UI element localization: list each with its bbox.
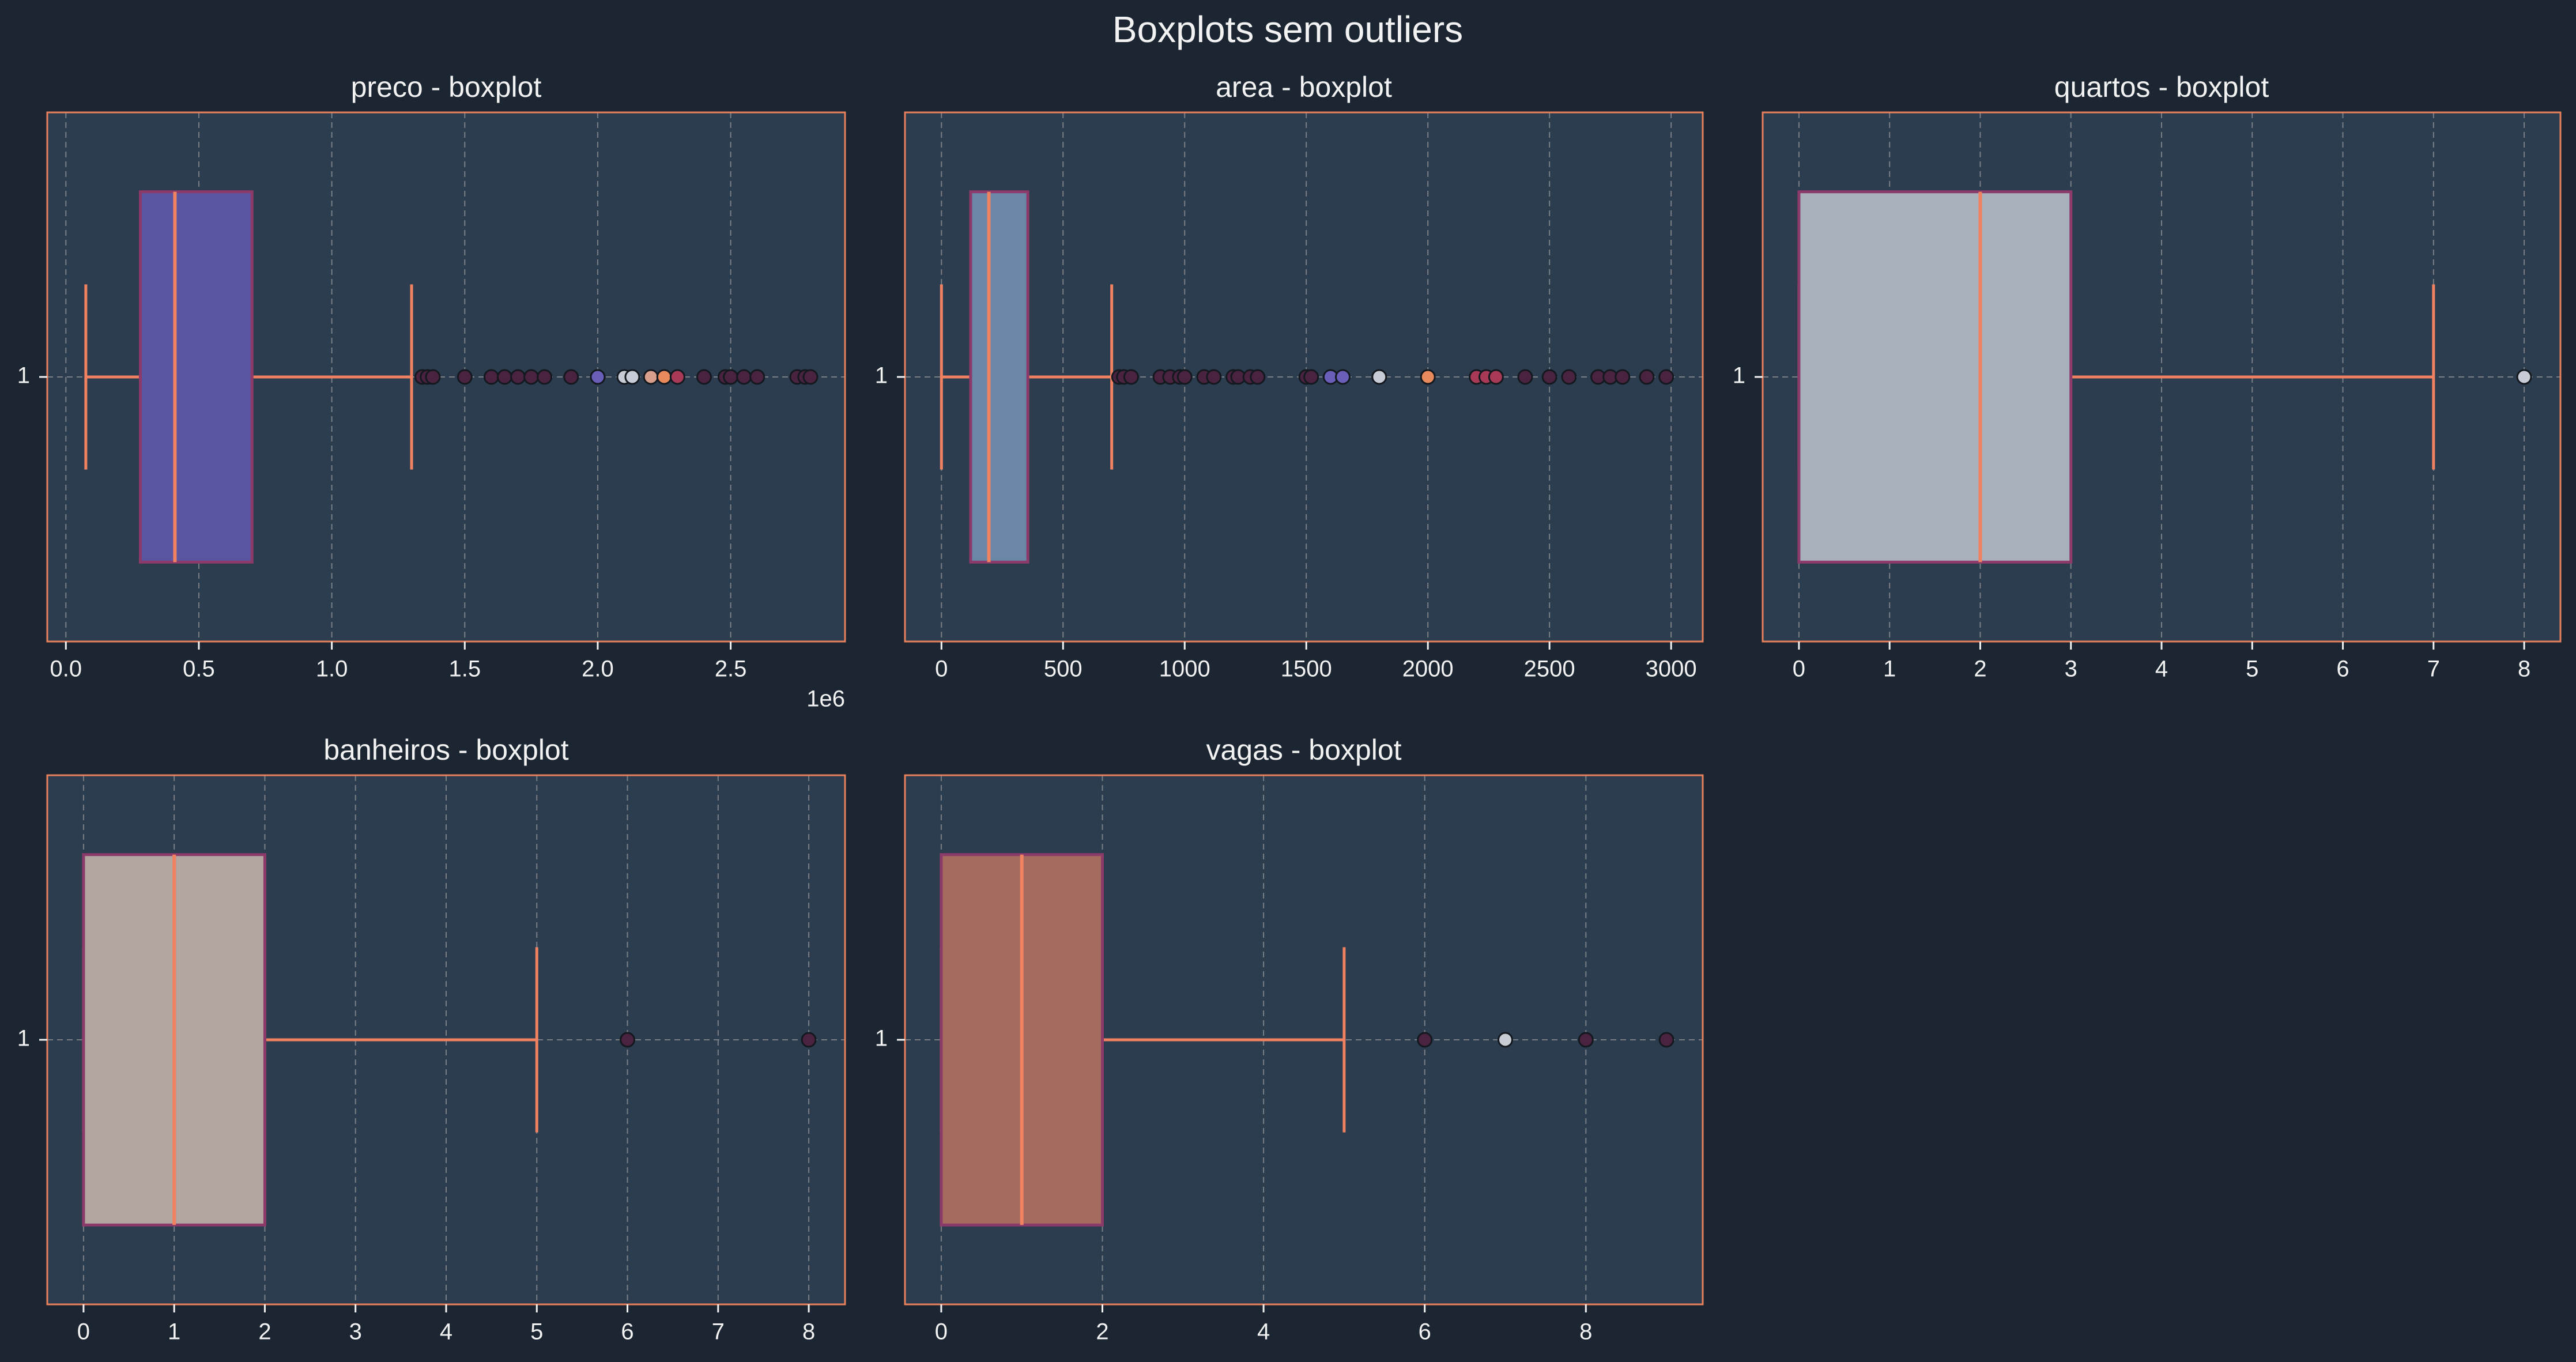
panel-title: vagas - boxplot [1206, 734, 1401, 766]
x-tick-label: 1 [168, 1319, 180, 1345]
outlier-point [1578, 1032, 1594, 1048]
outlier-point [736, 369, 752, 385]
x-tick-label: 5 [2246, 657, 2258, 682]
outlier-point [563, 369, 579, 385]
boxplot-panel-2: area - boxplot 1 0 500 1000 1500 2000 2500 3000 [875, 71, 1704, 682]
outlier-point [1250, 369, 1266, 385]
x-tick-label: 0.0 [50, 657, 82, 682]
outlier-point [643, 369, 659, 385]
box-iqr [1797, 190, 2073, 564]
y-tick-label: 1 [875, 1026, 888, 1051]
outlier-point [1417, 1032, 1433, 1048]
x-tick-label: 500 [1044, 657, 1083, 682]
x-tick-label: 2 [1974, 657, 1986, 682]
y-tick-label: 1 [1733, 363, 1745, 388]
boxplot-panel-3: quartos - boxplot 1 0 1 2 3 4 5 6 7 8 [1733, 71, 2562, 682]
outlier-point [1639, 369, 1655, 385]
x-tick-label: 8 [1579, 1319, 1592, 1345]
outlier-point [1420, 369, 1436, 385]
outlier-point [723, 369, 739, 385]
outlier-point [483, 369, 499, 385]
box-iqr [969, 190, 1029, 564]
x-tick-label: 1000 [1159, 657, 1210, 682]
outlier-point [656, 369, 672, 385]
x-tick-label: 0 [935, 657, 948, 682]
x-tick-label: 2 [258, 1319, 271, 1345]
outlier-point [1658, 369, 1674, 385]
x-tick-label: 0 [77, 1319, 90, 1345]
outlier-point [1541, 369, 1557, 385]
x-tick-label: 4 [2155, 657, 2168, 682]
x-tick-label: 1.0 [316, 657, 348, 682]
x-tick-label: 3000 [1646, 657, 1697, 682]
outlier-point [620, 1032, 636, 1048]
outlier-point [802, 369, 819, 385]
outlier-point [624, 369, 640, 385]
x-tick-label: 2.5 [715, 657, 747, 682]
outlier-point [1658, 1032, 1674, 1048]
x-tick-label: 6 [1419, 1319, 1431, 1345]
panel-title: banheiros - boxplot [323, 734, 568, 766]
box-iqr [138, 190, 254, 564]
x-tick-label: 8 [802, 1319, 815, 1345]
outlier-point [1123, 369, 1139, 385]
x-tick-label: 0 [1793, 657, 1805, 682]
outlier-point [669, 369, 685, 385]
boxplot-panel-4: banheiros - boxplot 1 0 1 2 3 4 5 6 7 8 [17, 734, 846, 1345]
boxplot-panel-5: vagas - boxplot 1 0 2 4 6 8 [875, 734, 1704, 1345]
outlier-point [1517, 369, 1533, 385]
outlier-point [496, 369, 512, 385]
outlier-point [590, 369, 606, 385]
y-tick-label: 1 [875, 363, 888, 388]
outlier-point [1488, 369, 1504, 385]
outlier-point [1303, 369, 1319, 385]
panel-title: area - boxplot [1216, 71, 1392, 103]
x-tick-label: 6 [621, 1319, 633, 1345]
outlier-point [1206, 369, 1222, 385]
outlier-point [1497, 1032, 1513, 1048]
boxplot-panel-1: preco - boxplot 1 0.0 0.5 1.0 1.5 2.0 2.5 1e6 [17, 71, 846, 712]
x-tick-label: 0 [935, 1319, 948, 1345]
outlier-point [1615, 369, 1631, 385]
x-tick-label: 4 [1257, 1319, 1270, 1345]
x-tick-label: 3 [349, 1319, 362, 1345]
outlier-point [457, 369, 473, 385]
x-tick-label: 7 [2427, 657, 2440, 682]
x-tick-label: 2.0 [582, 657, 614, 682]
outlier-point [510, 369, 526, 385]
outlier-point [425, 369, 441, 385]
x-tick-label: 4 [440, 1319, 452, 1345]
outlier-point [1561, 369, 1577, 385]
outlier-point [696, 369, 712, 385]
figure-title: Boxplots sem outliers [1112, 9, 1463, 50]
y-tick-label: 1 [17, 1026, 30, 1051]
x-tick-label: 5 [530, 1319, 543, 1345]
panels: preco - boxplot 1 0.0 0.5 1.0 1.5 2.0 2.5 1e6 are… [17, 71, 2562, 1345]
x-tick-label: 8 [2518, 657, 2530, 682]
x-tick-label: 0.5 [183, 657, 215, 682]
x-tick-label: 1500 [1281, 657, 1332, 682]
y-tick-label: 1 [17, 363, 30, 388]
outlier-point [2516, 369, 2532, 385]
x-tick-label: 2000 [1402, 657, 1454, 682]
outlier-point [801, 1032, 817, 1048]
x-tick-label: 1.5 [448, 657, 481, 682]
x-tick-label: 1 [1883, 657, 1896, 682]
panel-title: preco - boxplot [351, 71, 542, 103]
x-tick-label: 6 [2336, 657, 2349, 682]
outlier-point [523, 369, 540, 385]
x-axis-offset-label: 1e6 [806, 686, 845, 712]
outlier-point [1176, 369, 1193, 385]
x-tick-label: 2500 [1524, 657, 1575, 682]
x-tick-label: 3 [2065, 657, 2077, 682]
outlier-point [1371, 369, 1387, 385]
outlier-point [537, 369, 553, 385]
outlier-point [749, 369, 765, 385]
outlier-point [1335, 369, 1351, 385]
x-tick-label: 2 [1096, 1319, 1108, 1345]
panel-title: quartos - boxplot [2054, 71, 2269, 103]
x-tick-label: 7 [712, 1319, 725, 1345]
